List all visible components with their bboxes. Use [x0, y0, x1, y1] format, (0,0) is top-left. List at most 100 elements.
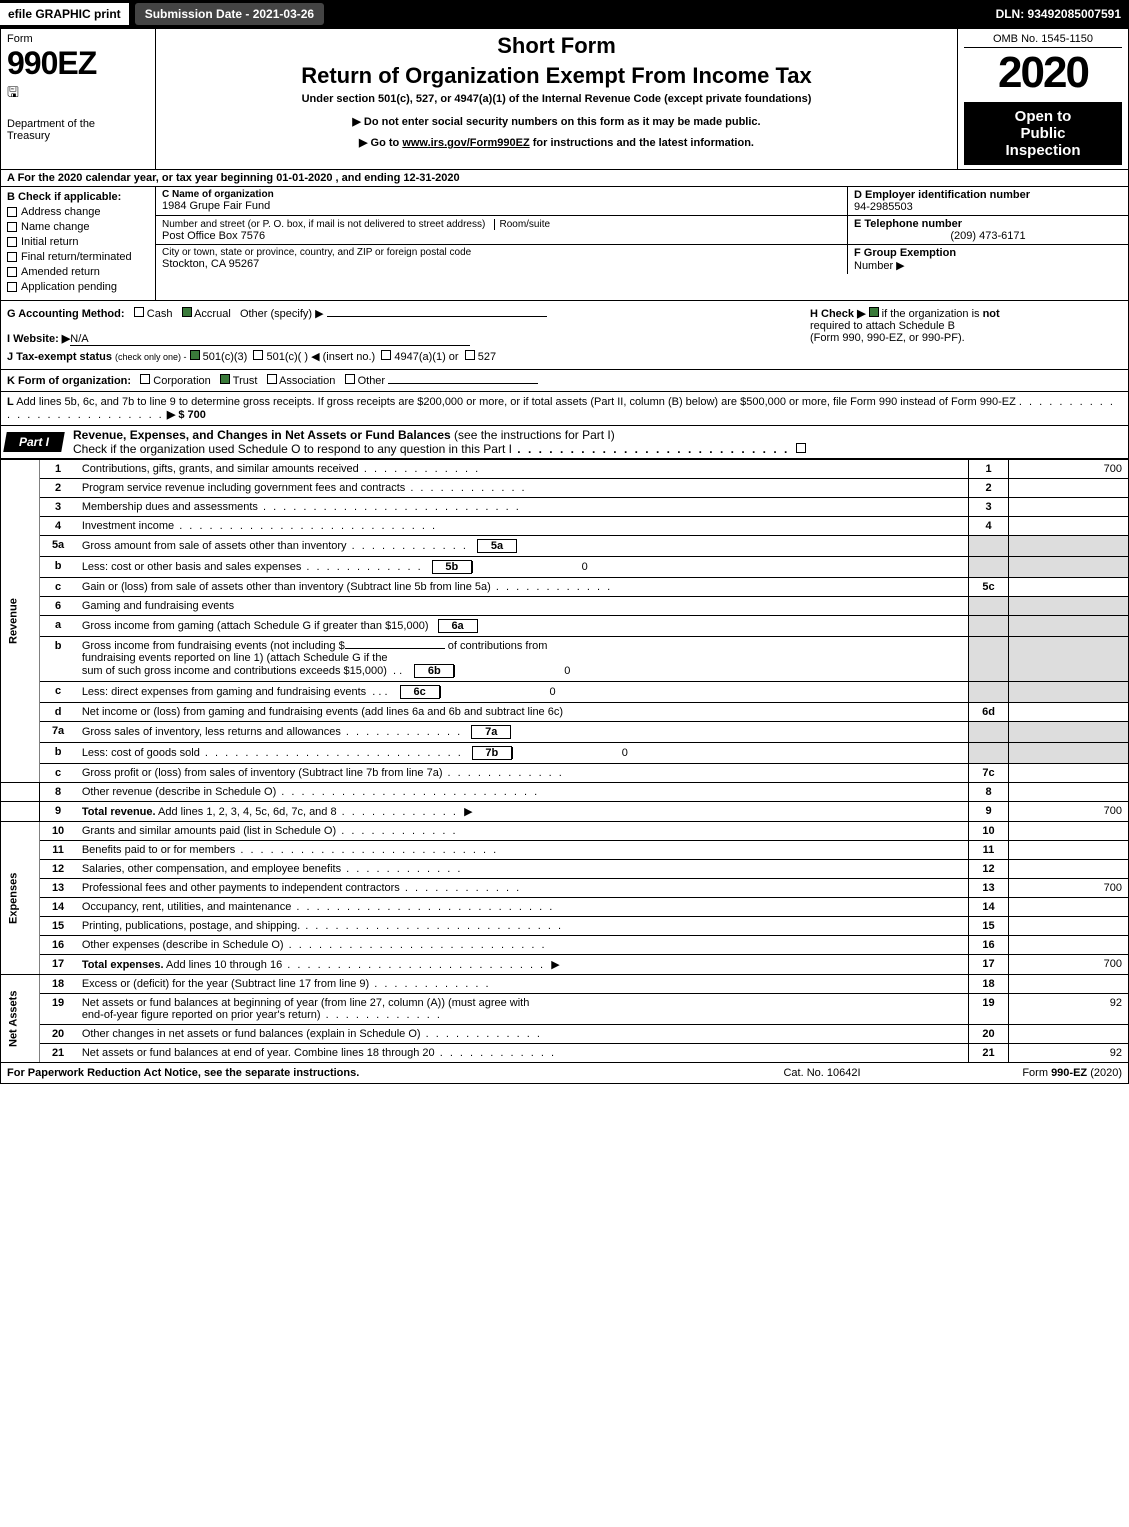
- box-c-label: C Name of organization: [162, 189, 841, 200]
- line-5b-text: Less: cost or other basis and sales expe…: [82, 561, 302, 573]
- line-5a-ib: 5a: [477, 539, 517, 553]
- chk-501c[interactable]: [253, 350, 263, 360]
- chk-pending[interactable]: [7, 282, 17, 292]
- lbl-501c: 501(c)( ): [266, 351, 308, 363]
- line-7c-num: c: [40, 764, 76, 783]
- chk-accrual[interactable]: [182, 307, 192, 317]
- line-19-num: 19: [40, 994, 76, 1025]
- line-7a-ib: 7a: [471, 725, 511, 739]
- website-value: N/A: [70, 333, 470, 346]
- chk-527[interactable]: [465, 350, 475, 360]
- chk-schedule-o[interactable]: [796, 443, 806, 453]
- line-12-box: 12: [969, 860, 1009, 879]
- line-20-num: 20: [40, 1025, 76, 1044]
- line-20-val: [1009, 1025, 1129, 1044]
- lbl-501c3: 501(c)(3): [203, 351, 248, 363]
- chk-name-change[interactable]: [7, 222, 17, 232]
- line-6c-iv: 0: [440, 686, 560, 698]
- lbl-4947: 4947(a)(1) or: [394, 351, 458, 363]
- line-14-val: [1009, 898, 1129, 917]
- line-8-num: 8: [40, 783, 76, 802]
- box-e-label: E Telephone number: [854, 218, 1122, 230]
- line-18-num: 18: [40, 975, 76, 994]
- chk-501c3[interactable]: [190, 350, 200, 360]
- lbl-initial-return: Initial return: [21, 236, 78, 248]
- line-19-box: 19: [969, 994, 1009, 1025]
- line-7b-num: b: [40, 743, 76, 764]
- line-8-val: [1009, 783, 1129, 802]
- city-label: City or town, state or province, country…: [162, 247, 841, 258]
- line-11-num: 11: [40, 841, 76, 860]
- box-b: B Check if applicable: Address change Na…: [1, 187, 156, 300]
- line-9-num: 9: [40, 802, 76, 822]
- box-h-txt2: required to attach Schedule B: [810, 320, 955, 332]
- chk-final-return[interactable]: [7, 252, 17, 262]
- lbl-assoc: Association: [279, 375, 335, 387]
- row-k: K Form of organization: Corporation Trus…: [0, 370, 1129, 392]
- line-4-val: [1009, 517, 1129, 536]
- line-1-text: Contributions, gifts, grants, and simila…: [82, 463, 359, 475]
- line-9-box: 9: [969, 802, 1009, 822]
- chk-other-org[interactable]: [345, 374, 355, 384]
- line-14-box: 14: [969, 898, 1009, 917]
- line-12-num: 12: [40, 860, 76, 879]
- line-7b-ib: 7b: [472, 746, 512, 760]
- line-5a-num: 5a: [40, 536, 76, 557]
- line-21-text: Net assets or fund balances at end of ye…: [82, 1047, 435, 1059]
- line-19-t1: Net assets or fund balances at beginning…: [82, 997, 530, 1009]
- line-2-num: 2: [40, 479, 76, 498]
- chk-assoc[interactable]: [267, 374, 277, 384]
- line-21-val: 92: [1009, 1044, 1129, 1063]
- line-5b-gbox: [969, 557, 1009, 578]
- line-10-box: 10: [969, 822, 1009, 841]
- line-12-val: [1009, 860, 1129, 879]
- line-16-num: 16: [40, 936, 76, 955]
- line-6c-gval: [1009, 682, 1129, 703]
- open-to-public: Open to Public Inspection: [964, 102, 1122, 165]
- other-input[interactable]: [327, 316, 547, 317]
- line-5c-box: 5c: [969, 578, 1009, 597]
- chk-address-change[interactable]: [7, 207, 17, 217]
- line-6a-ib: 6a: [438, 619, 478, 633]
- other-org-input[interactable]: [388, 383, 538, 384]
- line-6a-gbox: [969, 616, 1009, 637]
- chk-trust[interactable]: [220, 374, 230, 384]
- line-11-val: [1009, 841, 1129, 860]
- line-9-val: 700: [1009, 802, 1129, 822]
- chk-schedule-b[interactable]: [869, 307, 879, 317]
- org-name: 1984 Grupe Fair Fund: [162, 200, 841, 212]
- line-10-val: [1009, 822, 1129, 841]
- chk-initial-return[interactable]: [7, 237, 17, 247]
- open-3: Inspection: [968, 142, 1118, 159]
- line-6d-num: d: [40, 703, 76, 722]
- line-6c-num: c: [40, 682, 76, 703]
- line-7b-gbox: [969, 743, 1009, 764]
- chk-cash[interactable]: [134, 307, 144, 317]
- chk-4947[interactable]: [381, 350, 391, 360]
- line-13-num: 13: [40, 879, 76, 898]
- lbl-other-org: Other: [358, 375, 386, 387]
- street-address: Post Office Box 7576: [162, 230, 841, 242]
- box-b-hdr: B Check if applicable:: [7, 191, 149, 203]
- chk-corp[interactable]: [140, 374, 150, 384]
- lbl-name-change: Name change: [21, 221, 90, 233]
- line-17-val: 700: [1009, 955, 1129, 975]
- lbl-final-return: Final return/terminated: [21, 251, 132, 263]
- form-ref: Form 990-EZ (2020): [922, 1067, 1122, 1079]
- line-6-gbox: [969, 597, 1009, 616]
- row-k-label: K Form of organization:: [7, 375, 131, 387]
- chk-amended[interactable]: [7, 267, 17, 277]
- line-5b-num: b: [40, 557, 76, 578]
- lbl-pending: Application pending: [21, 281, 117, 293]
- row-a-text: A For the 2020 calendar year, or tax yea…: [1, 170, 466, 186]
- form-header: Form 990EZ 🖫 Department of the Treasury …: [0, 28, 1129, 170]
- irs-link[interactable]: www.irs.gov/Form990EZ: [402, 137, 529, 149]
- short-form-title: Short Form: [162, 33, 951, 59]
- line-2-text: Program service revenue including govern…: [82, 482, 405, 494]
- line-2-val: [1009, 479, 1129, 498]
- line-6b-blank[interactable]: [345, 648, 445, 649]
- open-2: Public: [968, 125, 1118, 142]
- omb-number: OMB No. 1545-1150: [964, 33, 1122, 48]
- line-5c-num: c: [40, 578, 76, 597]
- line-6d-val: [1009, 703, 1129, 722]
